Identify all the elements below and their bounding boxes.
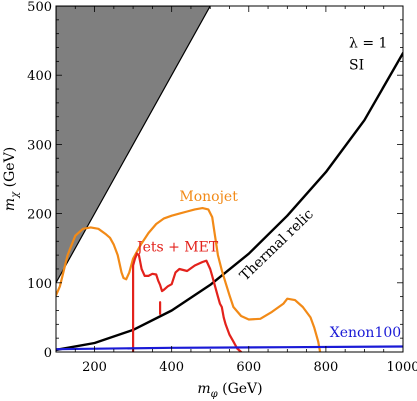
annotation-xenon100: Xenon100 [330, 325, 401, 341]
annotation-thermal-relic: Thermal relic [237, 206, 317, 284]
annotation-si: SI [349, 58, 364, 74]
y-axis-title: mχ (GeV) [2, 147, 21, 211]
x-tick-label-400: 400 [159, 360, 184, 375]
annotations-layer: λ = 1 SI Monojet Jets + MET Thermal relic Xen… [135, 36, 401, 341]
y-tick-label-400: 400 [27, 69, 52, 84]
series-xenon100 [56, 345, 403, 351]
x-tick-label-800: 800 [313, 360, 338, 375]
y-tick-label-300: 300 [27, 138, 52, 153]
y-axis-title-sub: χ [10, 191, 21, 199]
x-axis-title-unit: (GeV) [218, 381, 263, 397]
y-tick-label-200: 200 [27, 208, 52, 223]
x-tick-label-600: 600 [236, 360, 261, 375]
y-tick-label-500: 500 [27, 0, 52, 15]
x-tick-label-1000: 1000 [386, 360, 417, 375]
y-axis-title-main: m [2, 198, 18, 211]
series-layer [56, 51, 403, 352]
series-jets-met [132, 252, 243, 352]
annotation-jets-met: Jets + MET [135, 240, 219, 256]
y-axis-title-unit: (GeV) [2, 147, 18, 192]
annotation-monojet: Monojet [179, 189, 238, 205]
x-axis-title-sub: φ [211, 389, 218, 400]
series-monojet [56, 207, 322, 352]
x-axis-title-main: m [197, 381, 210, 397]
ticks-layer: 200 400 600 800 1000 0 100 200 300 400 500 [27, 0, 417, 375]
series-thermal-relic [56, 51, 403, 352]
regions-layer [56, 6, 211, 285]
x-axis-title: mφ (GeV) [197, 381, 262, 400]
annotation-lambda: λ = 1 [349, 36, 387, 52]
region-excluded [56, 6, 211, 285]
y-tick-label-100: 100 [27, 277, 52, 292]
y-tick-label-0: 0 [44, 346, 52, 361]
x-tick-label-200: 200 [82, 360, 107, 375]
